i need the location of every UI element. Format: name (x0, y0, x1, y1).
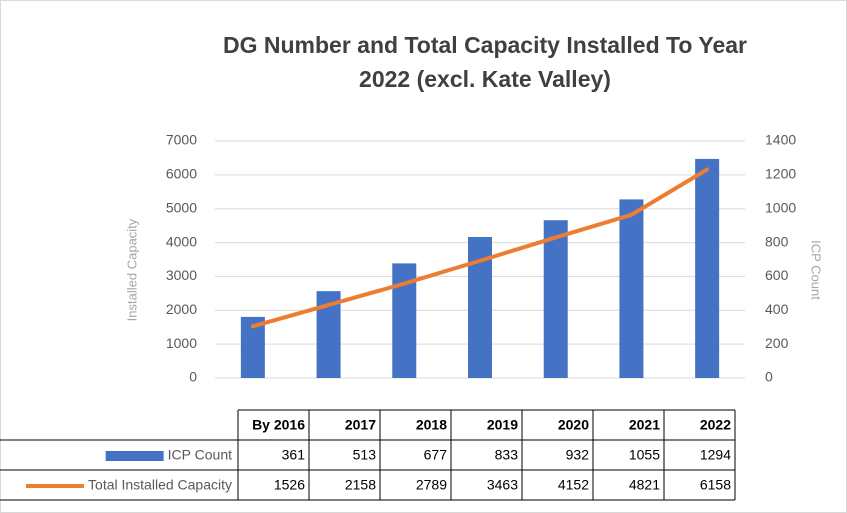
y-tick-label: 0 (189, 369, 197, 385)
table-value: 6158 (700, 477, 731, 493)
bar (619, 199, 644, 378)
x-tick-label: 2021 (629, 417, 660, 433)
table-value: 1055 (629, 447, 660, 463)
y-tick-label: 2000 (166, 301, 197, 317)
chart-title: DG Number and Total Capacity Installed T… (222, 32, 747, 92)
legend-swatch (105, 451, 164, 461)
x-tick-label: 2022 (700, 417, 731, 433)
y2-tick-label: 1200 (765, 166, 796, 182)
y-tick-label: 5000 (166, 199, 197, 215)
y2-tick-label: 400 (765, 301, 789, 317)
y2-tick-label: 800 (765, 233, 789, 249)
x-tick-label: 2019 (487, 417, 518, 433)
x-tick-label: 2018 (416, 417, 447, 433)
y2-axis-title: ICP Count (809, 240, 824, 300)
y-tick-label: 3000 (166, 267, 197, 283)
table-value: 4821 (629, 477, 660, 493)
x-tick-label: 2020 (558, 417, 589, 433)
y2-tick-label: 600 (765, 267, 789, 283)
y-tick-label: 6000 (166, 166, 197, 182)
table-value: 3463 (487, 477, 518, 493)
y2-tick-label: 200 (765, 335, 789, 351)
y-tick-label: 7000 (166, 132, 197, 148)
y-tick-label: 1000 (166, 335, 197, 351)
x-tick-label: 2017 (345, 417, 376, 433)
y-axis-title: Installed Capacity (124, 218, 139, 321)
y2-tick-label: 1000 (765, 199, 796, 215)
table-value: 1526 (274, 477, 305, 493)
line (250, 167, 710, 329)
table-value: 932 (566, 447, 590, 463)
y2-tick-label: 0 (765, 369, 773, 385)
bar (695, 158, 720, 378)
table-value: 677 (424, 447, 448, 463)
y2-tick-label: 1400 (765, 132, 796, 148)
table-value: 2158 (345, 477, 376, 493)
table-value: 4152 (558, 477, 589, 493)
table-value: 2789 (416, 477, 447, 493)
y-tick-label: 4000 (166, 233, 197, 249)
table-value: 361 (282, 447, 306, 463)
legend-label: ICP Count (168, 447, 232, 463)
x-tick-label: By 2016 (252, 417, 305, 433)
table-value: 513 (353, 447, 377, 463)
bar (543, 220, 568, 378)
legend-label: Total Installed Capacity (88, 477, 232, 493)
table-value: 833 (495, 447, 519, 463)
table-value: 1294 (700, 447, 731, 463)
